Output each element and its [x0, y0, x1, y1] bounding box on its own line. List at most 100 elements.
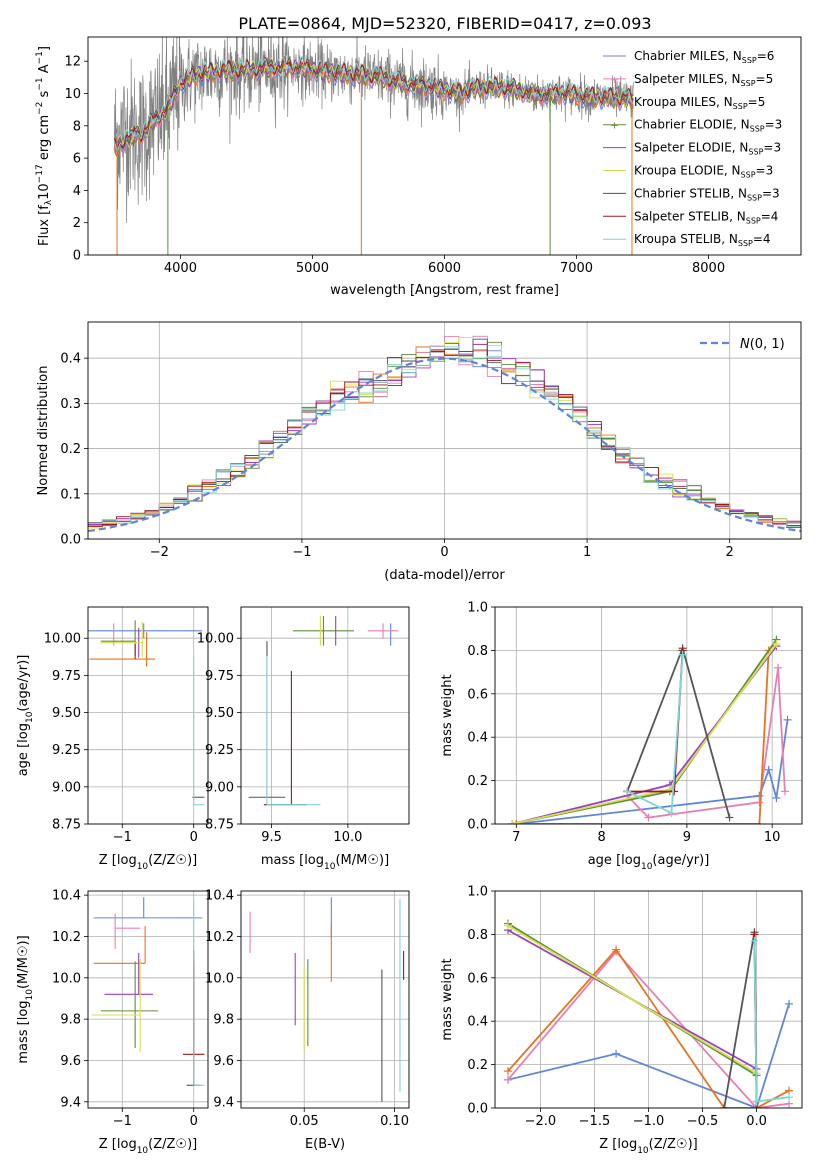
errorbar-kroupa_elodie: [91, 959, 141, 1053]
legend-item-kroupa_stelib: Kroupa STELIB, NSSP=4: [603, 232, 771, 248]
legend-item-chabrier_elodie: + Chabrier ELODIE, NSSP=3: [603, 118, 782, 134]
y-axis-label: mass weight: [440, 958, 455, 1040]
series-line-chabrier_elodie: [511, 638, 778, 824]
histogram-kroupa_stelib: [88, 345, 801, 528]
marker-salpeter_miles: [780, 787, 789, 796]
x-tick-label: 0.0: [746, 1114, 767, 1129]
x-tick-label: 8000: [692, 261, 725, 276]
legend-label: Kroupa MILES, NSSP=5: [634, 95, 765, 111]
errorbar-kroupa_miles: [93, 926, 146, 964]
legend-residuals: N(0, 1): [700, 337, 785, 352]
y-tick-label: 0.1: [60, 487, 81, 502]
legend-spectrum: Chabrier MILES, NSSP=6 + Salpeter MILES, N…: [603, 49, 782, 248]
legend-item-salpeter_miles: + Salpeter MILES, NSSP=5: [603, 72, 773, 88]
panel-mass_vs_Z: −1 0 9.4 9.6 9.8 10.0 10.2 10.4 Z [log10(Z/Z☉)] m…: [16, 889, 209, 1156]
axes-frame: [240, 890, 410, 1109]
y-tick-label: 10.2: [205, 930, 234, 945]
errorbar-chabrier_elodie: [292, 615, 355, 646]
figure-title: PLATE=0864, MJD=52320, FIBERID=0417, z=0…: [238, 14, 651, 33]
plot-area-age_vs_Z: [88, 620, 205, 806]
y-tick-label: 0.2: [60, 442, 81, 457]
axis-label: mass [log10(M/M☉)]: [16, 935, 35, 1063]
y-axis-label: Flux [fλ10−17 erg cm−2 s−1 A−1]: [35, 46, 54, 246]
y-tick-label: 10.00: [197, 632, 234, 647]
series-line-chabrier_stelib: [723, 932, 758, 1108]
axes-frame: [494, 890, 803, 1109]
errorbar-kroupa_stelib: [193, 656, 205, 806]
legend-label: N(0, 1): [740, 337, 785, 352]
axis-label: mass [log10(M/M☉)]: [261, 853, 389, 872]
errorbar-salpeter_miles: [114, 913, 141, 949]
legend-label: Chabrier STELIB, NSSP=3: [634, 186, 780, 202]
data-spectrum-line: [114, 37, 634, 224]
y-tick-label: 9.75: [52, 669, 81, 684]
plot-area-mass_vs_ebv: [249, 897, 405, 1102]
legend-item-salpeter_elodie: Salpeter ELODIE, NSSP=3: [603, 141, 781, 157]
y-tick-label: 0.4: [60, 352, 81, 367]
errorbar-chabrier_elodie: [100, 961, 158, 1049]
errorbar-salpeter_stelib: [263, 670, 307, 806]
errorbar-salpeter_elodie: [104, 953, 153, 995]
y-tick-label: 10.0: [52, 971, 81, 986]
y-tick-label: 0.8: [467, 928, 488, 943]
y-tick-label: 9.25: [205, 743, 234, 758]
x-tick-label: −1: [113, 830, 132, 845]
y-tick-label: 10.4: [205, 889, 234, 904]
errorbar-kroupa_stelib: [193, 899, 205, 1086]
axis-label: Z [log10(Z/Z☉)]: [99, 1137, 197, 1156]
y-tick-label: 0.2: [467, 1058, 488, 1073]
axes-frame: [87, 36, 802, 256]
marker-salpeter_miles: [755, 798, 764, 807]
x-tick-label: 4000: [164, 261, 197, 276]
marker-kroupa_stelib: [750, 936, 759, 945]
axes-frame: [87, 321, 802, 540]
marker-kroupa_miles: [512, 820, 521, 824]
marker-kroupa_miles: [612, 945, 621, 954]
x-tick-label: −1: [292, 545, 311, 560]
marker-kroupa_miles: [755, 820, 764, 824]
y-tick-label: 10.4: [52, 889, 81, 904]
y-tick-label: 0: [73, 249, 81, 264]
axes-frame: [494, 606, 803, 825]
marker-salpeter_miles: [644, 813, 653, 822]
axes-frame: [87, 890, 209, 1109]
legend-label: Salpeter STELIB, NSSP=4: [634, 209, 778, 225]
legend-label: Chabrier MILES, NSSP=6: [634, 49, 774, 65]
y-tick-label: 9.50: [205, 706, 234, 721]
plot-area-spectrum: [113, 37, 634, 255]
x-tick-label: −1.5: [579, 1114, 611, 1129]
series-line-chabrier_miles: [516, 719, 789, 824]
histogram-salpeter_miles: [88, 335, 801, 526]
y-tick-label: 10.0: [205, 971, 234, 986]
x-tick-label: 9: [683, 830, 691, 845]
x-tick-label: 0.05: [290, 1114, 319, 1129]
panel-age_vs_Z: −1 0 8.75 9.00 9.25 9.50 9.75 10.00 Z [log10(Z/Z…: [16, 606, 209, 872]
axis-label: Z [log10(Z/Z☉)]: [99, 853, 197, 872]
marker-salpeter_miles: [503, 1075, 512, 1084]
panel-massweight_vs_age: 7 8 9 10 0.0 0.2 0.4 0.6 0.8 1.0 age [log10(age/yr…: [440, 601, 803, 872]
legend-item-salpeter_stelib: Salpeter STELIB, NSSP=4: [603, 209, 778, 225]
errorbar-chabrier_miles: [88, 623, 203, 639]
y-tick-label: 9.8: [60, 1013, 81, 1028]
x-tick-label: 10.0: [333, 830, 362, 845]
x-tick-label: 0.10: [380, 1114, 409, 1129]
x-tick-label: 0: [190, 1114, 198, 1129]
legend-item-chabrier_miles: Chabrier MILES, NSSP=6: [603, 49, 774, 65]
y-tick-label: 0.0: [467, 818, 488, 833]
y-tick-label: 10.00: [44, 632, 81, 647]
x-tick-label: −2: [150, 545, 169, 560]
axes-frame: [87, 606, 209, 825]
y-tick-label: 0.0: [467, 1102, 488, 1117]
marker-kroupa_stelib: [623, 787, 632, 796]
x-tick-label: 5000: [296, 261, 329, 276]
legend-marker: +: [610, 75, 618, 86]
model-line-chabrier_miles: [114, 63, 634, 155]
histogram-chabrier_stelib: [88, 338, 801, 529]
series-line-kroupa_miles: [516, 650, 770, 824]
y-tick-label: 6: [73, 152, 81, 167]
y-tick-label: 0.8: [467, 644, 488, 659]
marker-kroupa_elodie: [508, 820, 517, 824]
legend-item-chabrier_stelib: Chabrier STELIB, NSSP=3: [603, 186, 780, 202]
normal-curve: [88, 357, 801, 533]
